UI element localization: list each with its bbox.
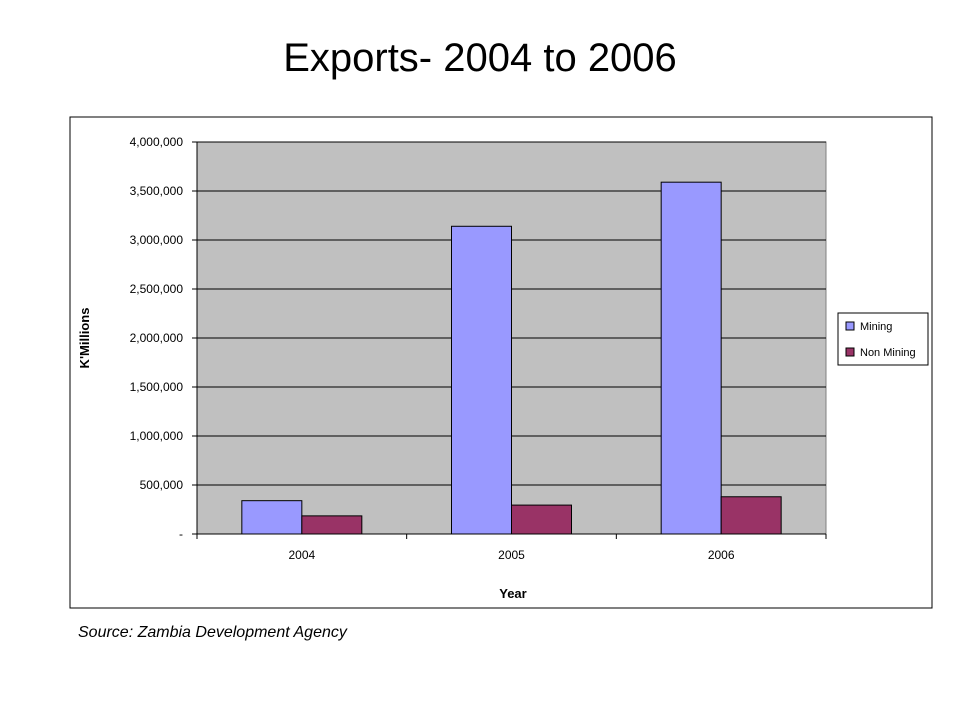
y-tick-label: -: [179, 527, 183, 541]
y-tick-label: 500,000: [140, 478, 184, 492]
bar-non-mining-2004: [301, 515, 363, 535]
bars: [241, 181, 782, 535]
y-tick-label: 2,000,000: [130, 331, 184, 345]
legend-label: Mining: [860, 321, 892, 333]
legend-swatch-mining: [845, 321, 855, 331]
legend-swatch-non-mining: [845, 347, 855, 357]
legend-label: Non Mining: [860, 347, 916, 359]
y-tick-label: 4,000,000: [130, 135, 184, 149]
bar-mining-2006: [660, 181, 722, 535]
y-tick-label: 2,500,000: [130, 282, 184, 296]
x-tick-labels: 2004 2005 2006: [288, 548, 734, 562]
axes: [192, 141, 827, 539]
y-tick-label: 3,500,000: [130, 184, 184, 198]
y-tick-label: 3,000,000: [130, 233, 184, 247]
bar-non-mining-2005: [511, 504, 572, 535]
y-tick-label: 1,000,000: [130, 429, 184, 443]
x-tick-label: 2006: [708, 548, 735, 562]
bar-non-mining-2006: [720, 496, 782, 535]
source-note: Source: Zambia Development Agency: [78, 624, 347, 641]
x-tick-label: 2005: [498, 548, 525, 562]
legend: Mining Non Mining: [837, 312, 929, 366]
y-tick-label: 1,500,000: [130, 380, 184, 394]
x-axis-title: Year: [499, 586, 526, 601]
y-axis-title: K'Millions: [77, 308, 92, 369]
slide-title: Exports- 2004 to 2006: [283, 36, 677, 80]
y-tick-labels: - 500,000 1,000,000 1,500,000 2,000,000 2,500…: [130, 135, 184, 541]
bar-mining-2004: [241, 500, 303, 535]
bar-mining-2005: [451, 225, 512, 535]
x-tick-label: 2004: [288, 548, 315, 562]
